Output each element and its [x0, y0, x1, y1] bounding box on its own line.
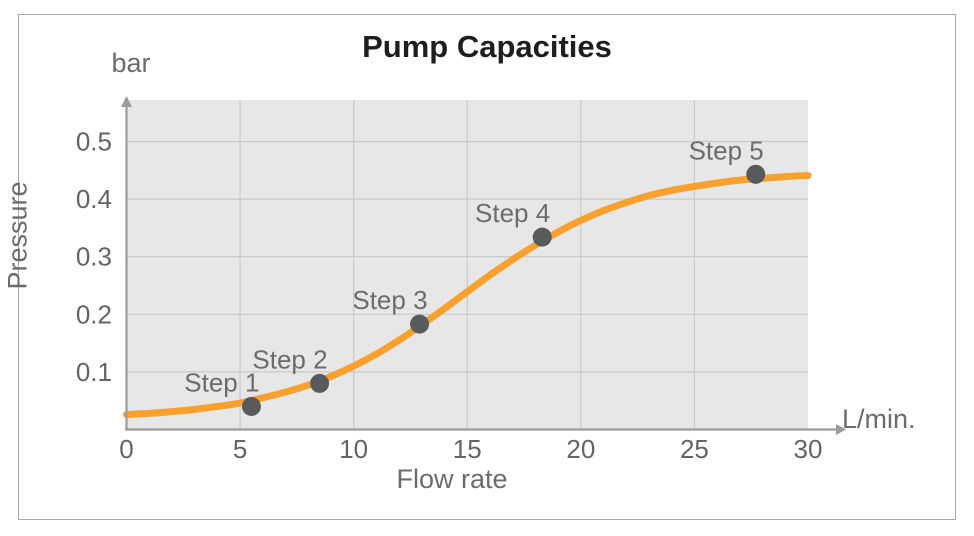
x-axis-arrowhead	[836, 424, 846, 435]
data-point-dot	[746, 164, 766, 184]
x-unit-label: L/min.	[842, 404, 916, 434]
data-point-dot	[310, 373, 330, 393]
x-tick-label: 20	[566, 434, 595, 464]
x-tick-label: 30	[794, 434, 823, 464]
x-tick-label: 25	[680, 434, 709, 464]
data-point-dot	[241, 396, 261, 416]
x-tick-label: 10	[339, 434, 368, 464]
y-unit-label: bar	[111, 48, 151, 78]
chart-title: Pump Capacities	[362, 29, 612, 64]
data-point-label: Step 4	[475, 198, 550, 228]
data-point-dot	[410, 314, 430, 334]
y-tick-label: 0.5	[76, 127, 112, 157]
x-axis-label: Flow rate	[396, 464, 508, 494]
y-axis-arrowhead	[121, 96, 132, 107]
y-tick-label: 0.2	[76, 299, 112, 329]
x-tick-label: 0	[119, 434, 133, 464]
data-point-label: Step 2	[252, 344, 327, 374]
y-tick-label: 0.4	[76, 184, 112, 214]
y-tick-label: 0.1	[76, 357, 112, 387]
data-point-label: Step 5	[689, 135, 764, 165]
x-tick-label: 5	[233, 434, 247, 464]
data-point-label: Step 1	[184, 367, 259, 397]
data-point-dot	[532, 227, 552, 247]
y-tick-label: 0.3	[76, 242, 112, 272]
pump-capacity-curve	[123, 171, 812, 419]
data-point-label: Step 3	[352, 285, 427, 315]
x-tick-label: 15	[453, 434, 482, 464]
